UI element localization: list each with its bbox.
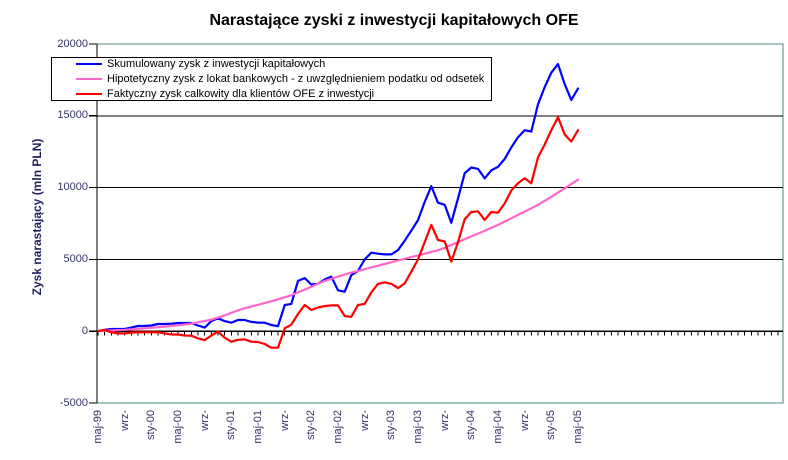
legend-label: Hipotetyczny zysk z lokat bankowych - z … [107, 73, 485, 85]
x-axis-tick-label: maj-99 [92, 410, 104, 444]
x-axis-tick-label: wrz- [198, 410, 211, 431]
x-axis-tick-label: maj-01 [252, 410, 264, 444]
series-line-0 [96, 62, 580, 333]
chart-title: Narastające zyski z inwestycji kapitałow… [209, 12, 579, 29]
series-line-1 [96, 178, 580, 333]
x-axis-tick-label: wrz- [438, 410, 451, 431]
legend-label: Faktyczny zysk calkowity dla klientów OF… [107, 87, 375, 100]
legend-box: Skumulowany zysk z inwestycji kapitałowy… [51, 57, 492, 101]
x-axis-tick-label: sty-02 [305, 410, 318, 440]
series-line-2 [96, 116, 580, 349]
x-axis-tick-label: maj-02 [332, 410, 344, 444]
x-axis-tick-label: sty-05 [545, 410, 558, 440]
legend-line-swatch-pink [76, 78, 102, 80]
y-axis-tick-label: 0 [81, 324, 88, 337]
legend-item: Hipotetyczny zysk z lokat bankowych - z … [76, 73, 491, 86]
x-axis-tick-label: sty-01 [225, 410, 238, 440]
x-axis-tick-label: maj-04 [492, 410, 504, 444]
legend-item: Faktyczny zysk calkowity dla klientów OF… [76, 87, 491, 100]
x-axis-tick-label: wrz- [518, 410, 531, 431]
x-axis-tick-label: sty-04 [465, 410, 478, 440]
y-axis-tick-label: 10000 [57, 181, 88, 194]
x-axis-tick-label: maj-03 [412, 410, 424, 444]
y-axis-tick-label: 20000 [57, 37, 88, 50]
x-axis-tick-label: wrz- [118, 410, 131, 431]
x-axis-tick-label: wrz- [358, 410, 371, 431]
y-axis-tick-label: -5000 [59, 396, 88, 409]
legend-line-swatch-blue [76, 63, 102, 66]
x-axis-tick-label: wrz- [278, 410, 291, 431]
x-axis-tick-label: sty-00 [145, 410, 158, 440]
legend-item: Skumulowany zysk z inwestycji kapitałowy… [76, 58, 491, 71]
legend-line-swatch-red [76, 92, 102, 95]
x-axis-tick-label: maj-05 [572, 410, 584, 444]
x-axis-tick-label: maj-00 [172, 410, 184, 444]
y-axis-tick-label: 15000 [57, 109, 88, 122]
x-axis-tick-label: sty-03 [385, 410, 398, 440]
y-axis-tick-label: 5000 [63, 252, 88, 265]
legend-label: Skumulowany zysk z inwestycji kapitałowy… [107, 58, 326, 71]
